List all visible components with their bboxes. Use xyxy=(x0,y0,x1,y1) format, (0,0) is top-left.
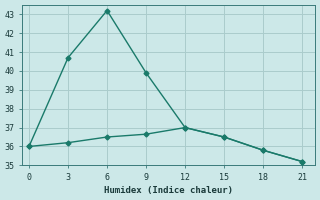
X-axis label: Humidex (Indice chaleur): Humidex (Indice chaleur) xyxy=(104,186,233,195)
